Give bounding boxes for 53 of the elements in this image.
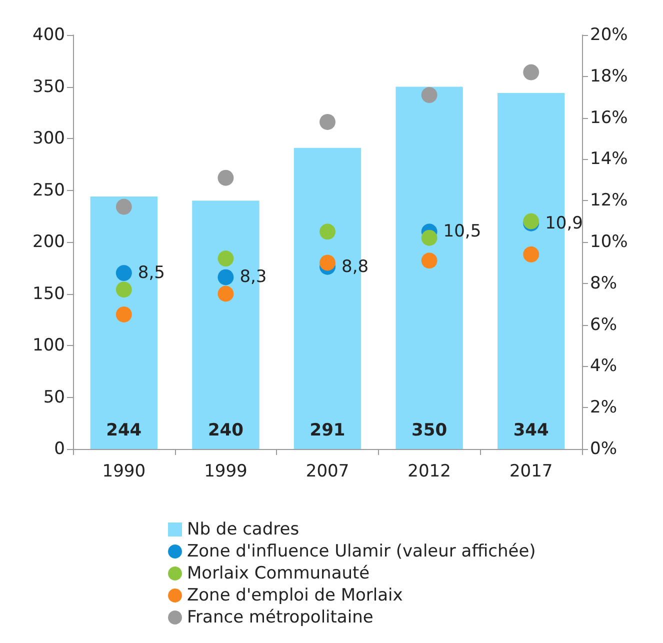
y2-tick-label: 14% — [590, 149, 628, 170]
y-tick-label: 300 — [32, 128, 65, 148]
legend-label: Morlaix Communauté — [187, 564, 370, 584]
data-label: 344 — [513, 420, 550, 440]
y2-tick-label: 10% — [590, 232, 628, 252]
data-label: 291 — [310, 420, 346, 440]
legend-label: France métropolitaine — [187, 608, 374, 628]
data-label: 240 — [208, 420, 244, 440]
y2-tick-label: 4% — [590, 356, 617, 376]
point — [218, 269, 234, 286]
point — [421, 230, 438, 246]
point — [218, 250, 234, 267]
y-tick-label: 100 — [32, 336, 65, 356]
y2-tick-label: 8% — [590, 273, 617, 294]
legend-label: Zone d'influence Ulamir (valeur affichée) — [187, 542, 536, 562]
data-label: 244 — [106, 420, 142, 440]
point — [116, 306, 132, 322]
x-tick-label: 2017 — [509, 462, 553, 482]
x-tick-label: 2012 — [408, 462, 451, 482]
point — [116, 282, 132, 298]
y-tick-label: 150 — [32, 284, 65, 304]
point — [320, 254, 336, 271]
point — [320, 114, 336, 130]
y-tick-label: 350 — [32, 76, 65, 97]
y-tick-label: 250 — [32, 180, 65, 200]
point — [523, 64, 540, 80]
data-label: 10,5 — [443, 222, 482, 242]
y2-tick-label: 0% — [590, 439, 617, 459]
y2-tick-label: 16% — [590, 108, 628, 128]
y2-tick-label: 2% — [590, 398, 617, 418]
y2-tick-label: 12% — [590, 190, 628, 211]
y2-tick-label: 6% — [590, 314, 617, 335]
point — [116, 265, 132, 282]
point — [218, 170, 234, 186]
data-label: 350 — [412, 420, 448, 440]
point — [523, 246, 540, 262]
y-tick-label: 200 — [32, 232, 65, 252]
point — [421, 252, 438, 269]
data-label: 10,9 — [545, 213, 583, 234]
point — [116, 198, 132, 215]
y2-tick-label: 20% — [590, 25, 628, 45]
legend-label: Nb de cadres — [187, 520, 300, 540]
x-tick-label: 1999 — [204, 462, 248, 482]
point — [218, 286, 234, 302]
x-tick-label: 1990 — [102, 462, 146, 482]
point — [421, 87, 438, 104]
point — [320, 224, 336, 240]
y-tick-label: 50 — [43, 387, 65, 408]
y-tick-label: 0 — [54, 439, 65, 459]
y-tick-label: 400 — [32, 25, 65, 45]
legend-label: Zone d'emploi de Morlaix — [187, 586, 403, 606]
y2-tick-label: 18% — [590, 66, 628, 86]
x-tick-label: 2007 — [306, 462, 350, 482]
